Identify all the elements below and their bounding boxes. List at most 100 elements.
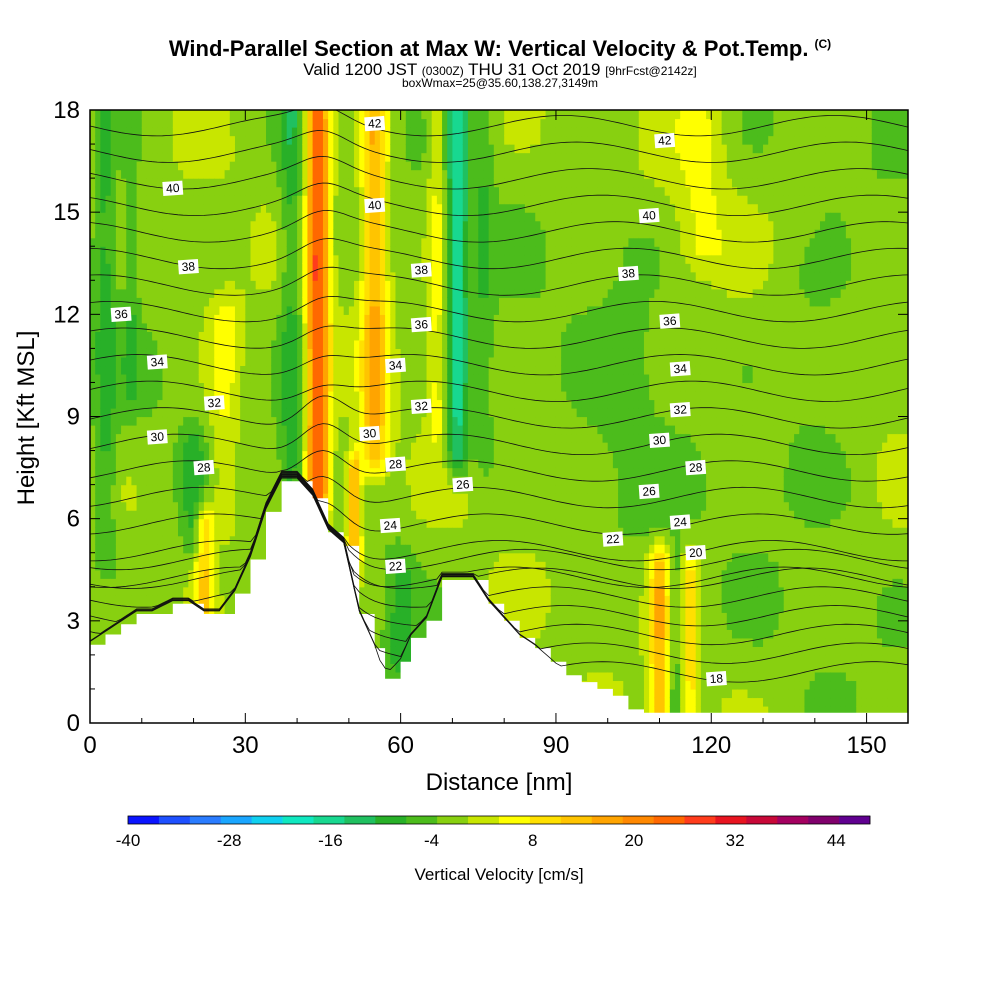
w-cell <box>198 152 205 162</box>
w-cell <box>410 229 417 239</box>
w-cell <box>328 493 334 503</box>
w-cell <box>178 561 184 571</box>
w-cell <box>214 382 221 392</box>
w-cell <box>250 365 257 375</box>
w-cell <box>162 493 169 503</box>
w-cell <box>255 416 262 426</box>
w-cell <box>167 476 174 486</box>
w-cell <box>95 484 101 494</box>
w-cell <box>276 263 283 273</box>
w-cell <box>260 169 267 179</box>
w-cell <box>390 595 397 605</box>
w-cell <box>436 118 443 128</box>
w-cell <box>157 118 164 128</box>
w-cell <box>322 390 329 401</box>
w-cell <box>395 425 402 435</box>
w-cell <box>348 178 355 188</box>
w-cell <box>152 365 158 375</box>
w-cell <box>157 212 164 222</box>
w-cell <box>121 178 127 188</box>
w-cell <box>426 135 433 145</box>
w-cell <box>416 246 422 256</box>
w-cell <box>410 305 417 315</box>
w-cell <box>214 544 221 554</box>
w-cell <box>338 118 345 128</box>
w-cell <box>115 544 122 554</box>
w-cell <box>359 246 365 256</box>
w-cell <box>276 178 283 188</box>
w-cell <box>193 152 200 162</box>
w-cell <box>95 399 101 409</box>
w-cell <box>266 365 272 375</box>
w-cell <box>234 356 241 367</box>
w-cell <box>276 297 283 307</box>
w-cell <box>395 629 402 639</box>
w-cell <box>354 288 360 298</box>
w-cell <box>209 297 215 307</box>
w-cell <box>146 305 153 315</box>
w-cell <box>266 152 272 162</box>
w-cell <box>364 365 371 375</box>
w-cell <box>276 425 283 435</box>
w-cell <box>260 110 267 120</box>
w-cell <box>100 305 107 315</box>
w-cell <box>410 356 417 367</box>
w-cell <box>229 595 236 605</box>
w-cell <box>395 620 402 630</box>
w-cell <box>115 135 122 145</box>
w-cell <box>198 595 205 605</box>
w-cell <box>224 127 231 137</box>
w-cell <box>234 365 241 375</box>
w-cell <box>400 237 407 247</box>
w-cell <box>172 459 179 469</box>
w-cell <box>307 263 314 273</box>
w-cell <box>203 254 210 264</box>
w-cell <box>390 305 397 315</box>
w-cell <box>255 484 262 494</box>
w-cell <box>374 459 381 469</box>
w-cell <box>271 220 277 230</box>
w-cell <box>286 425 293 435</box>
w-cell <box>115 612 122 622</box>
w-cell <box>214 459 221 469</box>
w-cell <box>364 356 371 367</box>
w-cell <box>405 186 412 196</box>
w-cell <box>255 450 262 460</box>
w-cell <box>379 586 386 596</box>
w-cell <box>312 110 319 120</box>
w-cell <box>359 501 365 511</box>
w-cell <box>426 212 433 222</box>
w-cell <box>385 237 391 247</box>
w-cell <box>416 237 422 247</box>
w-cell <box>364 288 371 298</box>
w-cell <box>291 399 298 409</box>
w-cell <box>188 459 195 469</box>
w-cell <box>95 280 101 290</box>
w-cell <box>400 331 407 341</box>
w-cell <box>172 314 179 324</box>
w-cell <box>374 552 381 562</box>
w-cell <box>152 348 158 358</box>
w-cell <box>369 135 376 145</box>
w-cell <box>348 399 355 409</box>
w-cell <box>431 331 438 341</box>
w-cell <box>385 212 391 222</box>
w-cell <box>188 552 195 562</box>
w-cell <box>431 186 438 196</box>
w-cell <box>188 331 195 341</box>
w-cell <box>178 450 184 460</box>
w-cell <box>255 459 262 469</box>
w-cell <box>431 356 438 367</box>
w-cell <box>240 459 246 469</box>
w-cell <box>121 586 127 596</box>
w-cell <box>286 254 293 264</box>
w-cell <box>115 620 122 630</box>
w-cell <box>395 161 402 171</box>
w-cell <box>359 569 365 579</box>
w-cell <box>136 237 143 247</box>
w-cell <box>90 144 96 154</box>
w-cell <box>395 152 402 162</box>
w-cell <box>395 637 402 647</box>
w-cell <box>250 450 257 460</box>
w-cell <box>245 169 252 179</box>
